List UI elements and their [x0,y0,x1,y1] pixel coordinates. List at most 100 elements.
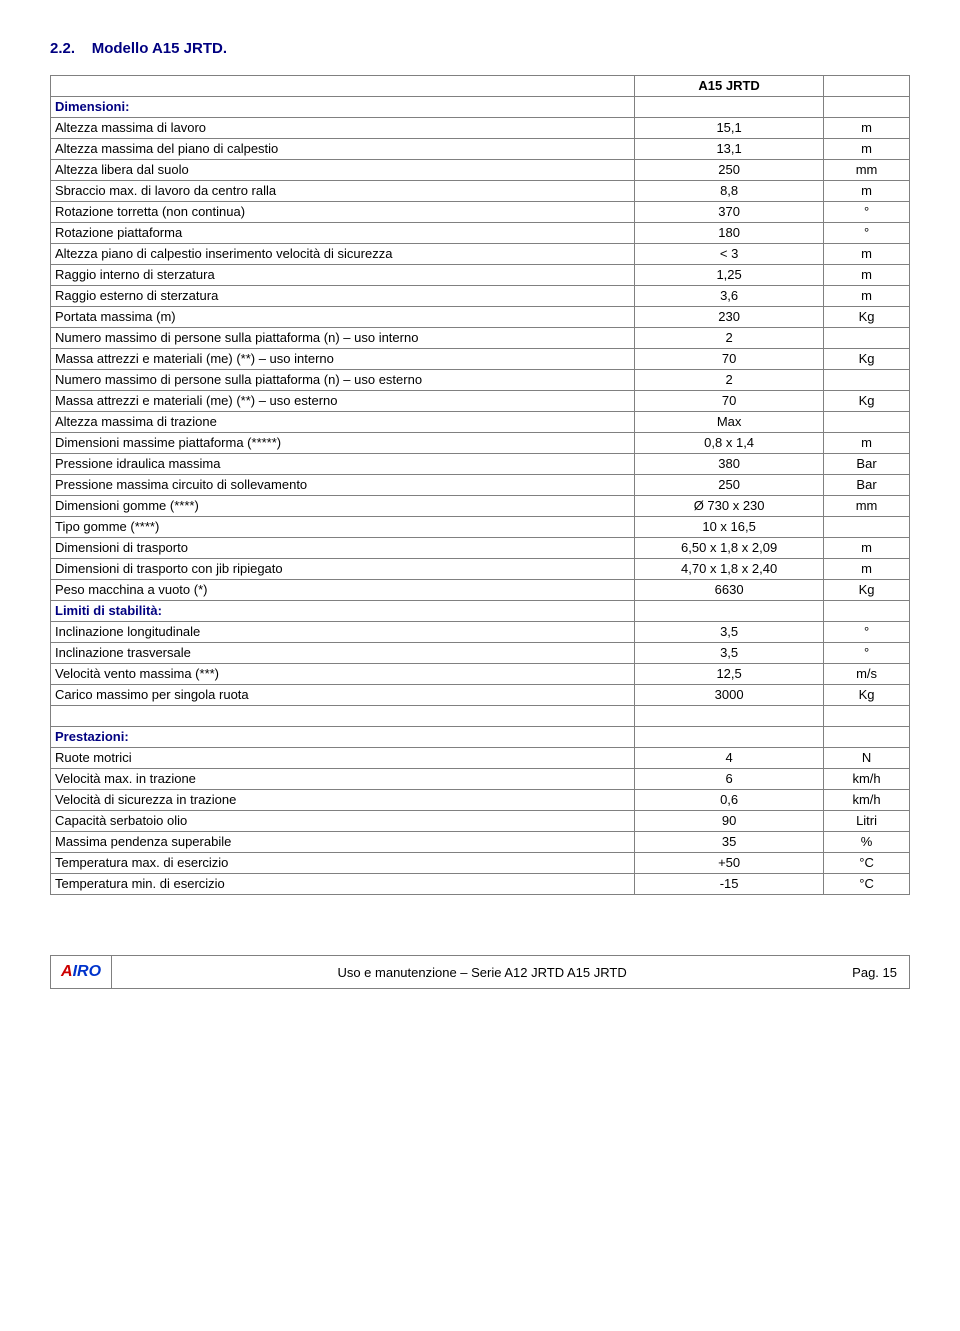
header-empty-unit [824,76,910,97]
spec-unit: m [824,559,910,580]
spec-value: 15,1 [635,118,824,139]
spec-value: 370 [635,202,824,223]
spec-value: 3,5 [635,622,824,643]
table-row: Pressione idraulica massima380Bar [51,454,910,475]
spec-value: 3,6 [635,286,824,307]
spec-label: Pressione massima circuito di sollevamen… [51,475,635,496]
spec-unit: m [824,118,910,139]
spec-value: 4 [635,748,824,769]
table-row: Portata massima (m)230Kg [51,307,910,328]
spec-label: Massa attrezzi e materiali (me) (**) – u… [51,391,635,412]
spec-unit: m [824,433,910,454]
table-row: Pressione massima circuito di sollevamen… [51,475,910,496]
footer-page: Pag. 15 [852,965,903,980]
spec-unit: % [824,832,910,853]
footer-center: Uso e manutenzione – Serie A12 JRTD A15 … [112,965,852,980]
table-row: Tipo gomme (****)10 x 16,5 [51,517,910,538]
spec-unit: °C [824,853,910,874]
spec-label: Dimensioni massime piattaforma (*****) [51,433,635,454]
spec-value: 250 [635,160,824,181]
spec-value: 1,25 [635,265,824,286]
spec-unit: Kg [824,349,910,370]
table-row: Dimensioni gomme (****)Ø 730 x 230mm [51,496,910,517]
table-row: Dimensioni di trasporto6,50 x 1,8 x 2,09… [51,538,910,559]
spec-unit: ° [824,622,910,643]
spec-unit: Kg [824,391,910,412]
spec-unit: Kg [824,580,910,601]
spec-value: 6,50 x 1,8 x 2,09 [635,538,824,559]
spec-label: Altezza massima di lavoro [51,118,635,139]
spec-label: Numero massimo di persone sulla piattafo… [51,328,635,349]
spec-value: +50 [635,853,824,874]
table-row: Raggio interno di sterzatura1,25m [51,265,910,286]
spec-label: Ruote motrici [51,748,635,769]
spec-value: 0,8 x 1,4 [635,433,824,454]
spec-value: 35 [635,832,824,853]
spec-unit: Kg [824,685,910,706]
spec-table: A15 JRTDDimensioni:Altezza massima di la… [50,75,910,895]
table-row: Rotazione piattaforma180° [51,223,910,244]
spec-unit: m [824,244,910,265]
spec-unit: m [824,286,910,307]
spec-unit: ° [824,202,910,223]
spec-label: Pressione idraulica massima [51,454,635,475]
spec-label: Carico massimo per singola ruota [51,685,635,706]
section-name: Modello A15 JRTD. [92,40,227,57]
spec-unit: °C [824,874,910,895]
spec-label: Dimensioni di trasporto con jib ripiegat… [51,559,635,580]
spec-value: 3000 [635,685,824,706]
spec-label: Temperatura min. di esercizio [51,874,635,895]
table-row: Altezza massima di trazioneMax [51,412,910,433]
spec-unit: ° [824,223,910,244]
spec-label: Massa attrezzi e materiali (me) (**) – u… [51,349,635,370]
spec-value: 0,6 [635,790,824,811]
spec-unit: Litri [824,811,910,832]
spec-label: Velocità di sicurezza in trazione [51,790,635,811]
spec-label: Altezza piano di calpestio inserimento v… [51,244,635,265]
spec-value: 13,1 [635,139,824,160]
logo: AIRO [51,956,112,988]
spec-value: 10 x 16,5 [635,517,824,538]
section-title: 2.2. Modello A15 JRTD. [50,40,910,57]
table-row: Numero massimo di persone sulla piattafo… [51,328,910,349]
table-row: Raggio esterno di sterzatura3,6m [51,286,910,307]
table-row: Altezza libera dal suolo250mm [51,160,910,181]
spec-label: Rotazione piattaforma [51,223,635,244]
group-label: Limiti di stabilità: [51,601,635,622]
spec-value: Max [635,412,824,433]
table-row: Dimensioni massime piattaforma (*****)0,… [51,433,910,454]
spec-label: Numero massimo di persone sulla piattafo… [51,370,635,391]
spec-unit: m [824,538,910,559]
spec-label: Inclinazione longitudinale [51,622,635,643]
spec-value: 3,5 [635,643,824,664]
spec-label: Peso macchina a vuoto (*) [51,580,635,601]
table-row: Capacità serbatoio olio90Litri [51,811,910,832]
spec-unit: ° [824,643,910,664]
spec-label: Capacità serbatoio olio [51,811,635,832]
spec-value: 70 [635,349,824,370]
spec-unit: m [824,265,910,286]
section-number: 2.2. [50,40,75,57]
table-row: Inclinazione longitudinale3,5° [51,622,910,643]
spec-value: 12,5 [635,664,824,685]
spec-unit: Bar [824,475,910,496]
model-header: A15 JRTD [635,76,824,97]
spec-label: Altezza massima del piano di calpestio [51,139,635,160]
spec-label: Portata massima (m) [51,307,635,328]
spec-label: Altezza massima di trazione [51,412,635,433]
spec-unit: m/s [824,664,910,685]
table-row: Massa attrezzi e materiali (me) (**) – u… [51,391,910,412]
table-row: Sbraccio max. di lavoro da centro ralla8… [51,181,910,202]
spec-unit [824,412,910,433]
table-row: Massima pendenza superabile35% [51,832,910,853]
table-row: Numero massimo di persone sulla piattafo… [51,370,910,391]
spec-value: 230 [635,307,824,328]
spec-unit: mm [824,160,910,181]
table-row: Peso macchina a vuoto (*)6630Kg [51,580,910,601]
spec-label: Temperatura max. di esercizio [51,853,635,874]
spec-unit: mm [824,496,910,517]
spec-label: Velocità vento massima (***) [51,664,635,685]
table-row: Altezza massima del piano di calpestio13… [51,139,910,160]
spec-label: Massima pendenza superabile [51,832,635,853]
table-row: Temperatura min. di esercizio-15°C [51,874,910,895]
